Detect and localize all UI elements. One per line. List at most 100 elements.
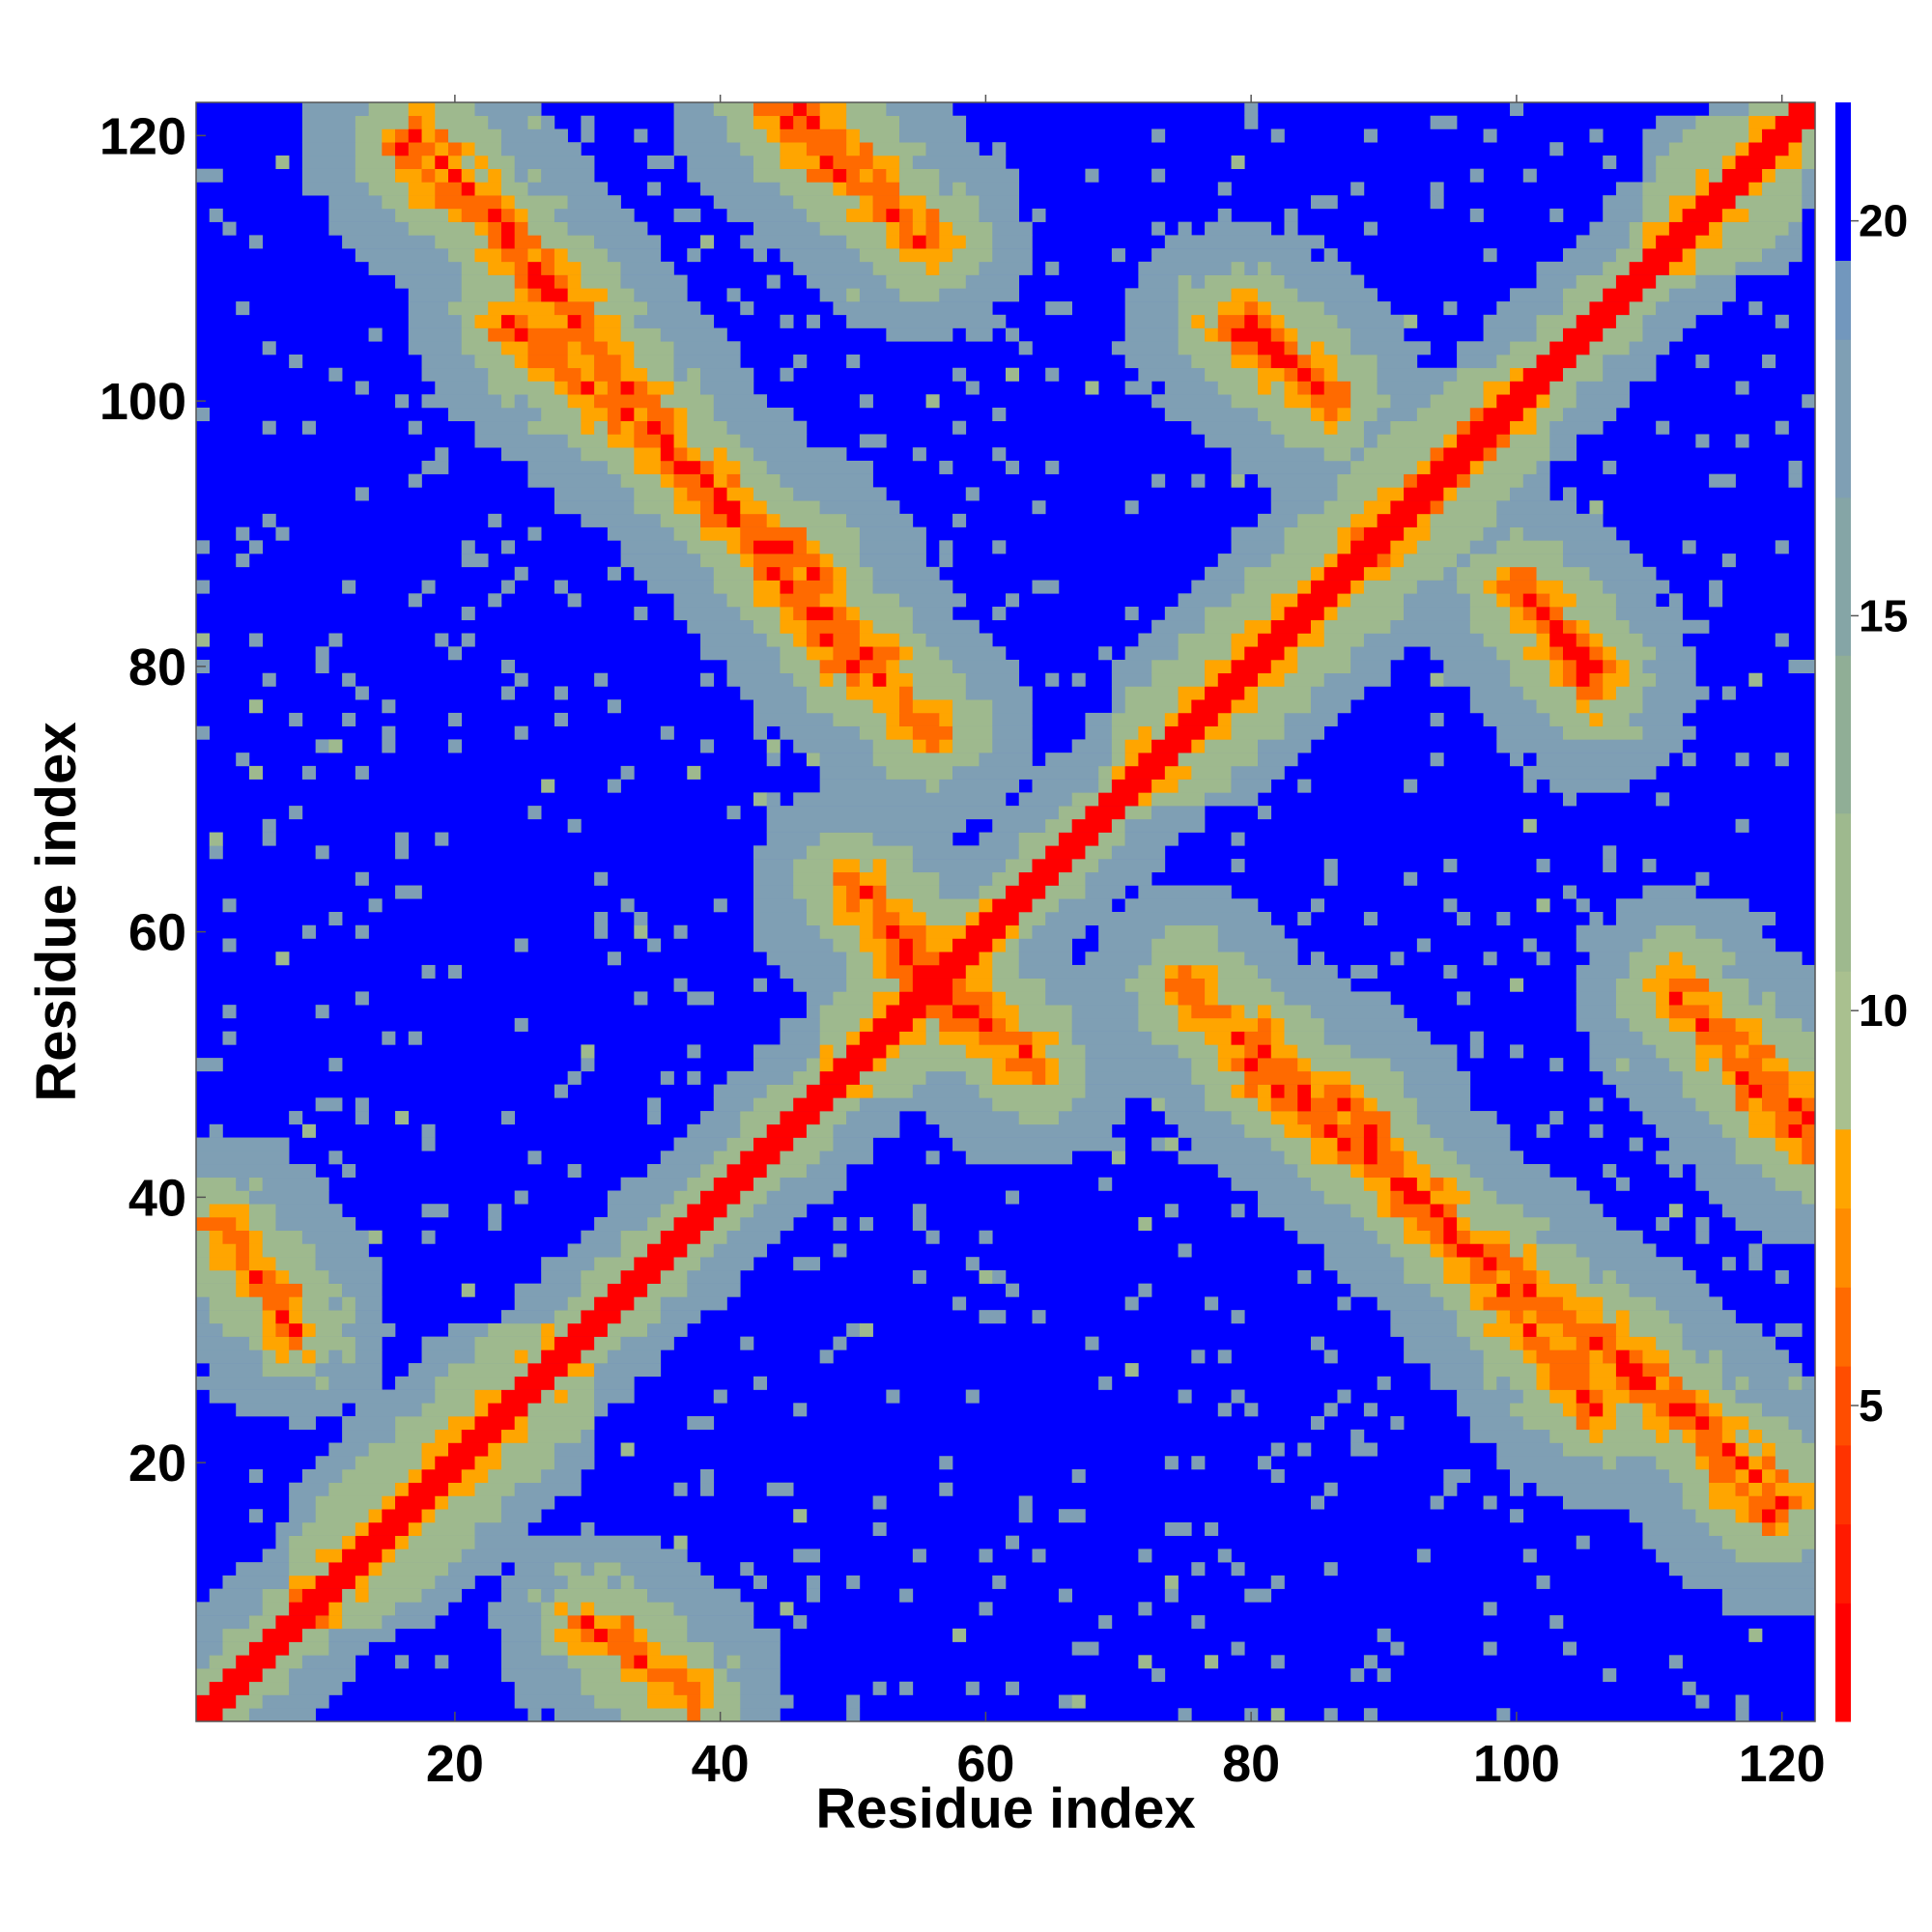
heatmap-cell	[554, 1084, 568, 1098]
heatmap-cell	[248, 1681, 290, 1695]
heatmap-cell	[1178, 341, 1232, 355]
heatmap-cell	[846, 1111, 900, 1125]
heatmap-cell	[1416, 1111, 1497, 1125]
heatmap-cell	[872, 208, 887, 222]
heatmap-cell	[1178, 301, 1219, 316]
heatmap-cell	[1469, 686, 1524, 700]
heatmap-cell	[687, 765, 701, 780]
heatmap-cell	[1522, 1243, 1537, 1258]
heatmap-cell	[607, 566, 621, 581]
heatmap-cell	[1032, 1548, 1046, 1563]
heatmap-cell	[634, 487, 674, 501]
heatmap-cell	[1576, 355, 1604, 369]
heatmap-cell	[1603, 1403, 1617, 1417]
heatmap-cell	[992, 607, 1007, 621]
heatmap-cell	[1695, 924, 1763, 939]
heatmap-cell	[1164, 1111, 1232, 1125]
heatmap-cell	[886, 765, 953, 780]
heatmap-cell	[965, 686, 1033, 700]
heatmap-cell	[1615, 182, 1643, 196]
heatmap-cell	[1124, 818, 1206, 833]
heatmap-cell	[1071, 1017, 1139, 1032]
heatmap-cell	[634, 355, 674, 369]
heatmap-cell	[1549, 1336, 1577, 1350]
heatmap-cell	[806, 699, 873, 714]
heatmap-cell	[1642, 235, 1657, 249]
heatmap-cell	[1536, 1482, 1683, 1496]
heatmap-cell	[355, 1111, 369, 1125]
heatmap-cell	[1721, 1416, 1749, 1431]
heatmap-cell	[620, 1655, 635, 1669]
heatmap-cell	[1205, 1521, 1219, 1536]
colorbar-segment	[1835, 971, 1851, 1130]
heatmap-cell	[1457, 580, 1484, 594]
heatmap-cell	[581, 1521, 595, 1536]
heatmap-cell	[726, 1137, 754, 1151]
heatmap-cell	[700, 235, 715, 249]
heatmap-cell	[1510, 607, 1524, 621]
heatmap-cell	[328, 195, 383, 210]
heatmap-cell	[368, 102, 410, 117]
heatmap-cell	[1496, 513, 1604, 527]
heatmap-cell	[819, 779, 926, 793]
heatmap-cell	[196, 633, 211, 647]
heatmap-cell	[1270, 607, 1285, 621]
heatmap-cell	[713, 1389, 727, 1404]
heatmap-cell	[912, 1548, 926, 1563]
heatmap-cell	[541, 235, 595, 249]
heatmap-cell	[1350, 1097, 1365, 1112]
heatmap-cell	[992, 871, 1020, 886]
heatmap-cell	[275, 1655, 303, 1669]
heatmap-cell	[607, 1204, 662, 1218]
heatmap-cell	[594, 327, 621, 342]
heatmap-cell	[952, 367, 967, 382]
heatmap-cell	[1363, 1084, 1405, 1098]
heatmap-cell	[620, 274, 688, 289]
heatmap-cell	[846, 142, 861, 156]
heatmap-cell	[554, 1336, 595, 1350]
heatmap-cell	[1310, 195, 1338, 210]
heatmap-cell	[594, 1336, 621, 1350]
heatmap-cell	[1085, 1058, 1192, 1072]
heatmap-cell	[1549, 633, 1577, 647]
heatmap-cell	[833, 1097, 861, 1112]
heatmap-cell	[726, 540, 741, 554]
heatmap-cell	[1457, 1310, 1497, 1324]
colorbar-segment	[1835, 260, 1851, 340]
heatmap-cell	[1642, 938, 1723, 952]
heatmap-cell	[1603, 633, 1643, 647]
heatmap-cell	[1735, 952, 1803, 966]
heatmap-cell	[912, 845, 1020, 860]
heatmap-cell	[1284, 1031, 1324, 1045]
heatmap-cell	[1205, 566, 1245, 581]
heatmap-cell	[1510, 420, 1537, 435]
heatmap-cell	[1443, 1177, 1458, 1191]
heatmap-cell	[766, 739, 781, 753]
heatmap-cell	[1615, 1310, 1630, 1324]
heatmap-cell	[1217, 301, 1245, 316]
heatmap-cell	[992, 235, 1033, 249]
heatmap-cell	[435, 102, 475, 117]
heatmap-cell	[500, 1575, 568, 1589]
heatmap-cell	[527, 115, 542, 129]
heatmap-cell	[713, 1641, 781, 1656]
heatmap-cell	[514, 221, 528, 236]
heatmap-cell	[939, 1456, 953, 1470]
heatmap-cell	[1469, 208, 1484, 222]
heatmap-cell	[1018, 964, 1139, 979]
heatmap-cell	[1404, 526, 1431, 541]
heatmap-cell	[912, 235, 926, 249]
heatmap-cell	[1656, 1548, 1736, 1563]
heatmap-cell	[1576, 381, 1630, 395]
heatmap-cell	[1323, 1350, 1338, 1364]
heatmap-cell	[992, 447, 1007, 462]
heatmap-cell	[647, 1111, 662, 1125]
heatmap-cell	[368, 1562, 383, 1577]
heatmap-cell	[1510, 753, 1524, 767]
heatmap-cell	[660, 394, 715, 409]
heatmap-cell	[1748, 301, 1763, 316]
heatmap-cell	[1244, 261, 1259, 275]
heatmap-cell	[1124, 753, 1139, 767]
heatmap-cell	[1668, 1310, 1736, 1324]
heatmap-cell	[196, 1602, 263, 1616]
